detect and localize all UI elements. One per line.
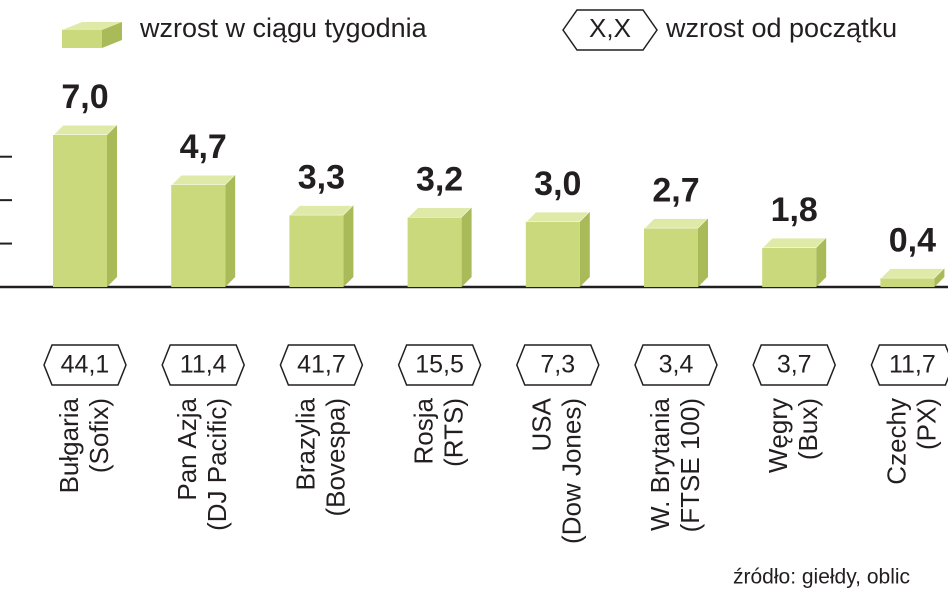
badge (634, 344, 718, 386)
bar (289, 215, 344, 287)
category-label: Brazylia (290, 397, 320, 490)
bar-side (698, 218, 708, 287)
bar (53, 135, 107, 287)
badge (43, 344, 127, 386)
legend-label: wzrost w ciągu tygodnia (139, 13, 428, 43)
legend-swatch (62, 30, 102, 48)
category-label: (RTS) (438, 398, 468, 467)
category-label: Pan Azja (172, 397, 202, 500)
bar-top (51, 124, 119, 136)
legend-badge-text: X,X (589, 13, 631, 43)
bar-side (461, 207, 472, 287)
value-label: 3,2 (416, 160, 463, 198)
legend-label: wzrost od początku (665, 13, 897, 43)
bar-side (579, 211, 590, 287)
bar-side (343, 205, 354, 287)
badge (870, 344, 948, 386)
category-label: (Dow Jones) (557, 398, 587, 544)
bar (525, 221, 580, 287)
bar-top (760, 237, 828, 249)
badge-value: 11,4 (180, 351, 227, 379)
value-label: 2,7 (652, 171, 699, 209)
bar-top (524, 211, 592, 223)
legend-swatch-side (102, 22, 122, 48)
category-label: Węgry (763, 398, 793, 473)
badge-value: 11,7 (889, 351, 936, 379)
category-label: Czechy (881, 398, 911, 485)
bar (407, 217, 462, 287)
bar-top (169, 174, 237, 186)
legend: wzrost w ciągu tygodnia X,X wzrost od po… (62, 9, 897, 51)
badge (515, 344, 600, 386)
bar-side (816, 237, 827, 287)
category-label: USA (527, 397, 557, 451)
bar-top (642, 217, 710, 229)
value-label: 3,0 (534, 165, 581, 203)
bar-top (879, 267, 946, 279)
bar (880, 278, 935, 287)
value-label: 3,3 (298, 158, 345, 196)
category-label: (Sofix) (84, 398, 114, 473)
badge-value: 7,3 (540, 351, 575, 379)
bar (171, 184, 226, 287)
category-label: (FTSE 100) (675, 398, 705, 532)
category-label: Bułgaria (54, 397, 84, 493)
category-label: (Bux) (793, 398, 823, 460)
legend-badge (562, 9, 658, 51)
value-label: 7,0 (61, 78, 108, 116)
bar-top (288, 204, 355, 216)
badge-value: 15,5 (415, 351, 464, 379)
value-label: 0,4 (889, 221, 936, 259)
badge (161, 344, 246, 386)
category-label: W. Brytania (645, 397, 675, 530)
badge (279, 344, 364, 386)
badge (397, 344, 482, 386)
bar-side (107, 125, 117, 287)
category-label: Rosja (408, 397, 438, 464)
category-label: (PX) (911, 398, 941, 450)
source: źródło: giełdy, oblic (733, 566, 910, 589)
value-label: 4,7 (180, 128, 227, 166)
value-label: 1,8 (771, 191, 818, 229)
bar-side (225, 174, 236, 287)
bar (762, 247, 817, 287)
badge-value: 41,7 (297, 351, 346, 379)
category-label: (DJ Pacific) (202, 398, 232, 531)
badge-value: 44,1 (61, 351, 110, 379)
bar-top (406, 207, 473, 219)
bar-side (934, 268, 945, 287)
category-label: (Bovespa) (320, 398, 350, 517)
badge-value: 3,4 (659, 351, 694, 379)
bar (644, 228, 698, 287)
badge-value: 3,7 (777, 351, 812, 379)
badge (752, 344, 837, 386)
